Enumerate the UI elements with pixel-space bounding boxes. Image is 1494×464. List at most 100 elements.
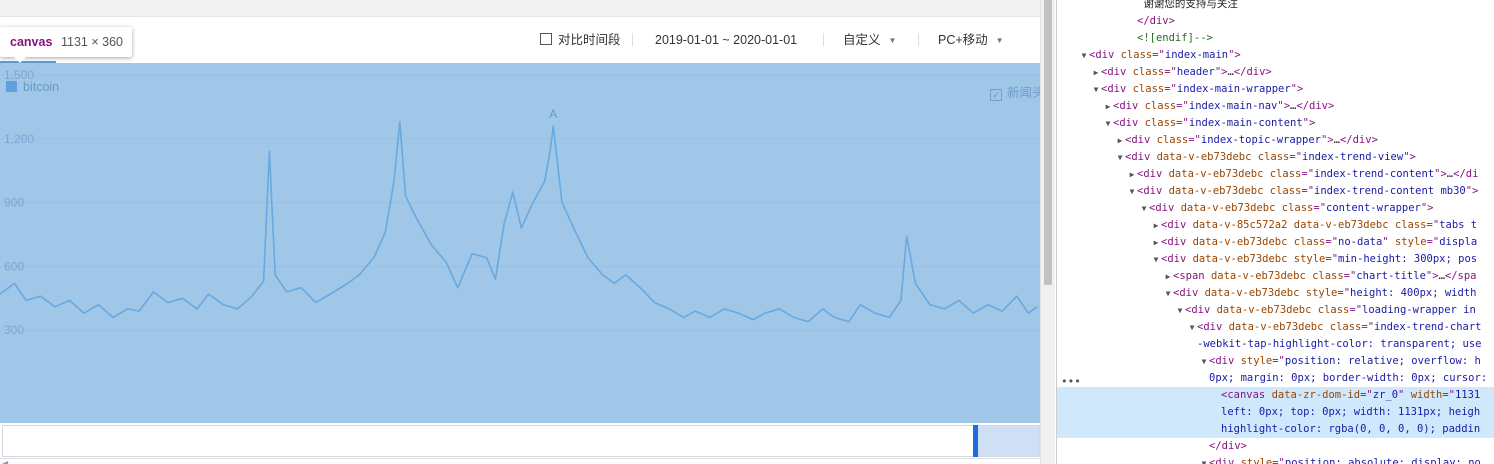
dom-token: index-topic-wrapper (1200, 134, 1321, 146)
dom-token: header (1176, 66, 1215, 78)
checkbox-icon[interactable] (540, 33, 552, 45)
dom-token: loading-wrapper in (1362, 304, 1476, 316)
data-zoom-selection[interactable] (975, 426, 1039, 456)
dom-token: class (1132, 83, 1165, 95)
date-range-picker[interactable]: 2019-01-01 ~ 2020-01-01 (655, 33, 798, 47)
collapse-triangle-icon[interactable]: ▼ (1201, 357, 1207, 366)
collapse-triangle-icon[interactable]: ▼ (1093, 85, 1099, 94)
legend-news[interactable]: ✓ 新闻头 (990, 82, 1040, 101)
collapse-triangle-icon[interactable]: ▼ (1105, 119, 1111, 128)
y-tick-label: 1,200 (4, 132, 34, 146)
dom-tree-node[interactable]: ▶ <div class="index-topic-wrapper">…</div… (1057, 132, 1494, 149)
collapse-triangle-icon[interactable]: ▼ (1177, 306, 1183, 315)
legend-bitcoin[interactable]: bitcoin (6, 80, 59, 94)
dom-tree-node[interactable]: highlight-color: rgba(0, 0, 0, 0); paddi… (1057, 421, 1494, 438)
dom-tree-node[interactable]: </div> (1057, 438, 1494, 455)
check-icon[interactable]: ✓ (990, 89, 1002, 101)
dom-token: <div (1089, 49, 1121, 61)
dom-tree-node[interactable]: ▶ <span data-v-eb73debc class="chart-titl… (1057, 268, 1494, 285)
dom-token: =" (1349, 304, 1363, 316)
dom-tree-node[interactable]: ▼ <div style="position: absolute; display… (1057, 455, 1494, 464)
dom-token: index-trend-content (1314, 168, 1435, 180)
expand-triangle-icon[interactable]: ▶ (1129, 170, 1135, 179)
dom-tree-node[interactable]: 0px; margin: 0px; border-width: 0px; cur… (1057, 370, 1494, 387)
dom-tree-node[interactable]: ▼ <div data-v-eb73debc style="min-height:… (1057, 251, 1494, 268)
dom-tree-node[interactable]: <canvas data-zr-dom-id="zr_0" width="113… (1057, 387, 1494, 404)
dom-token: <div (1113, 117, 1145, 129)
dom-token: <div (1161, 236, 1193, 248)
dom-token: "> (1277, 100, 1291, 112)
dom-tree-node[interactable]: <![endif]--> (1057, 30, 1494, 47)
trend-chart: 3006009001,2001,5002019-01-252019-02-182… (0, 68, 1040, 337)
data-zoom-slider[interactable] (2, 425, 1040, 457)
expand-triangle-icon[interactable]: ▶ (1153, 221, 1159, 230)
dom-token: <div (1101, 66, 1133, 78)
more-options-icon[interactable]: ••• (1061, 375, 1081, 388)
dom-tree-node[interactable]: ▼ <div data-v-eb73debc style="height: 400… (1057, 285, 1494, 302)
compare-period-checkbox[interactable]: 对比时间段 (540, 16, 621, 62)
dom-token: 1131 (1454, 389, 1481, 401)
dom-token: =" (1442, 389, 1455, 401)
dom-token: height: 400px; width (1350, 287, 1477, 299)
dom-tree-node[interactable]: ▶ <div data-v-eb73debc class="no-data" st… (1057, 234, 1494, 251)
page-top-strip (0, 0, 1040, 17)
collapse-triangle-icon[interactable]: ▼ (1141, 204, 1147, 213)
dom-tree-node[interactable]: ▼ <div class="index-main"> (1057, 47, 1494, 64)
collapse-triangle-icon[interactable]: ▼ (1129, 187, 1135, 196)
dom-token: index-trend-chart (1374, 321, 1482, 333)
dom-tree-node[interactable]: 谢谢您的支持与关注 (1057, 0, 1494, 13)
expand-triangle-icon[interactable]: ▶ (1105, 102, 1111, 111)
dom-token: <div (1137, 185, 1169, 197)
range-mode-select[interactable]: 自定义 ▼ (843, 16, 896, 62)
dom-tree-node[interactable]: ▼ <div class="index-main-wrapper"> (1057, 81, 1494, 98)
dom-token: data-v-eb73debc class (1192, 236, 1326, 248)
page-scrollbar-thumb[interactable] (1044, 0, 1052, 285)
collapse-triangle-icon[interactable]: ▼ (1117, 153, 1123, 162)
y-tick-label: 600 (4, 259, 24, 273)
dom-tree-node[interactable]: ▶ <div data-v-85c572a2 data-v-eb73debc cl… (1057, 217, 1494, 234)
dom-tree-node[interactable]: left: 0px; top: 0px; width: 1131px; heig… (1057, 404, 1494, 421)
dom-tree-node[interactable]: ▼ <div class="index-main-content"> (1057, 115, 1494, 132)
collapse-triangle-icon[interactable]: ▼ (1189, 323, 1195, 332)
data-zoom-handle[interactable] (973, 425, 978, 457)
dom-token: … (1227, 66, 1234, 78)
dom-token: style (1240, 457, 1273, 464)
page-scrollbar[interactable] (1040, 0, 1055, 464)
collapse-triangle-icon[interactable]: ▼ (1081, 51, 1087, 60)
collapse-triangle-icon[interactable]: ▼ (1201, 459, 1207, 464)
dom-tree-node[interactable]: ▼ <div data-v-eb73debc class="index-trend… (1057, 183, 1494, 200)
dom-token: class (1132, 66, 1165, 78)
device-select[interactable]: PC+移动 ▼ (938, 16, 1004, 62)
dom-tree-node[interactable]: ▼ <div data-v-eb73debc class="loading-wra… (1057, 302, 1494, 319)
dom-token: highlight-color: rgba(0, 0, 0, 0); paddi… (1221, 423, 1481, 435)
dom-tree-node[interactable]: ▶ <div class="header">…</div> (1057, 64, 1494, 81)
toolbar-divider (918, 33, 919, 46)
scroll-left-icon[interactable]: ◀ (2, 459, 9, 464)
dom-token: index-main-nav (1188, 100, 1278, 112)
dom-token: data-v-eb73debc style (1192, 253, 1326, 265)
expand-triangle-icon[interactable]: ▶ (1165, 272, 1171, 281)
collapse-triangle-icon[interactable]: ▼ (1153, 255, 1159, 264)
expand-triangle-icon[interactable]: ▶ (1153, 238, 1159, 247)
dom-token: data-v-85c572a2 data-v-eb73debc class (1192, 219, 1427, 231)
dom-tree-node[interactable]: -webkit-tap-highlight-color: transparent… (1057, 336, 1494, 353)
dom-token: min-height: 300px; pos (1338, 253, 1478, 265)
compare-period-label: 对比时间段 (558, 33, 621, 47)
dom-token: data-v-eb73debc class (1210, 270, 1344, 282)
dom-tree-node[interactable]: ▼ <div data-v-eb73debc class="index-trend… (1057, 149, 1494, 166)
expand-triangle-icon[interactable]: ▶ (1117, 136, 1123, 145)
dom-tree-node[interactable]: ▼ <div data-v-eb73debc class="index-trend… (1057, 319, 1494, 336)
dom-token: data-v-eb73debc style (1204, 287, 1338, 299)
dom-tree-node[interactable]: ▼ <div data-v-eb73debc class="content-wra… (1057, 200, 1494, 217)
dom-token: =" (1188, 134, 1201, 146)
expand-triangle-icon[interactable]: ▶ (1093, 68, 1099, 77)
collapse-triangle-icon[interactable]: ▼ (1165, 289, 1171, 298)
dom-token: "> (1465, 185, 1479, 197)
dom-token: "> (1420, 202, 1434, 214)
dom-tree-node[interactable]: </div> (1057, 13, 1494, 30)
trend-chart-canvas[interactable]: 3006009001,2001,5002019-01-252019-02-182… (0, 63, 1040, 394)
dom-token: data-v-eb73debc class (1168, 168, 1302, 180)
dom-tree-node[interactable]: ▼ <div style="position: relative; overflo… (1057, 353, 1494, 370)
dom-tree-node[interactable]: ▶ <div class="index-main-nav">…</div> (1057, 98, 1494, 115)
dom-tree-node[interactable]: ▶ <div data-v-eb73debc class="index-trend… (1057, 166, 1494, 183)
